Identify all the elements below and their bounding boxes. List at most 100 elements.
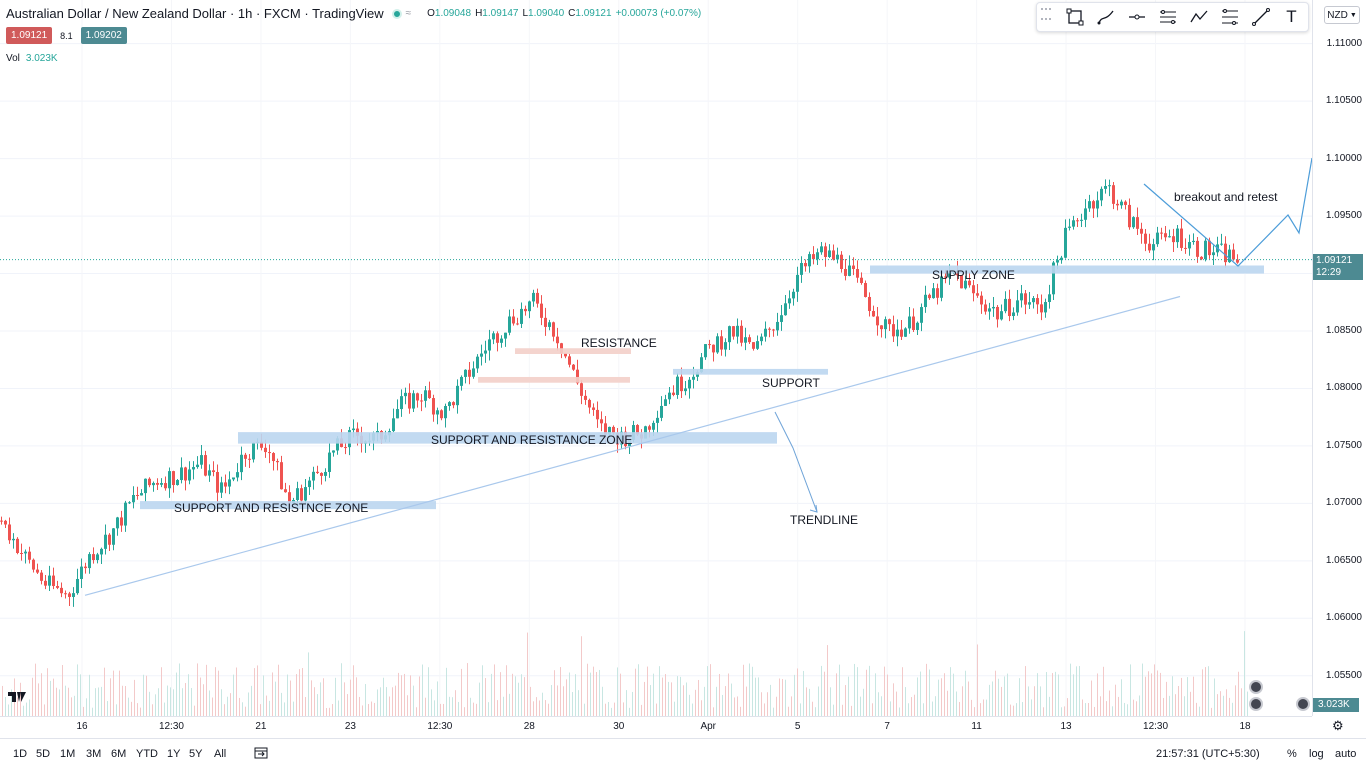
volume-bar (155, 694, 156, 716)
time-axis[interactable]: 16 12:30 21 23 12:30 28 30 Apr 5 7 11 13 12:30 18 (0, 716, 1312, 738)
annotation-resistance[interactable]: RESISTANCE (581, 336, 657, 350)
buy-button[interactable]: 1.09202 (80, 27, 127, 44)
range-button-ytd[interactable]: YTD (136, 748, 158, 760)
theme-toggle-icon-2[interactable] (1249, 697, 1263, 711)
volume-bar (1067, 698, 1068, 716)
trend-line-icon[interactable] (1245, 3, 1276, 31)
range-button-1m[interactable]: 1M (60, 748, 76, 760)
volume-bar (80, 674, 81, 716)
volume-bar (1073, 674, 1074, 716)
candle (1132, 217, 1135, 228)
text-icon[interactable]: T (1286, 7, 1297, 26)
volume-bar (848, 676, 849, 716)
clock[interactable]: 21:57:31 (UTC+5:30) (1156, 748, 1260, 760)
range-button-6m[interactable]: 6M (111, 748, 127, 760)
horizontal-line-icon[interactable] (1121, 3, 1152, 31)
candle (1168, 236, 1171, 238)
volume-bar (482, 665, 483, 716)
volume-bar (995, 670, 996, 716)
chart-canvas[interactable] (0, 0, 1312, 716)
candle (352, 428, 355, 431)
volume-bar (455, 690, 456, 716)
volume-bar (305, 697, 306, 716)
candle (776, 321, 779, 331)
brush-icon[interactable] (1090, 3, 1121, 31)
volume-bar (524, 677, 525, 716)
price-axis[interactable]: 1.110001.105001.100001.095001.090001.085… (1312, 0, 1366, 716)
candle (180, 467, 183, 481)
volume-bar (677, 676, 678, 716)
theme-toggle-icon[interactable] (1249, 680, 1263, 694)
candle (592, 407, 595, 410)
volume-bar (248, 692, 249, 716)
annotation-breakout[interactable]: breakout and retest (1174, 190, 1278, 204)
rectangle-icon[interactable] (1059, 3, 1090, 31)
chart-area[interactable]: Australian Dollar / New Zealand Dollar ·… (0, 0, 1312, 716)
annotation-sr-zone-low[interactable]: SUPPORT AND RESISTNCE ZONE (174, 501, 369, 515)
volume-legend[interactable]: Vol 3.023K (6, 53, 58, 64)
fib-retracement-icon[interactable] (1214, 3, 1245, 31)
range-button-all[interactable]: All (214, 748, 227, 760)
percent-toggle[interactable]: % (1287, 748, 1297, 760)
volume-bar (362, 705, 363, 716)
volume-bar (416, 707, 417, 716)
candle (700, 357, 703, 373)
currency-selector[interactable]: NZD ▼ (1324, 6, 1360, 24)
candle (420, 400, 423, 402)
volume-bar (206, 664, 207, 716)
volume-bar (659, 666, 660, 716)
candle (500, 338, 503, 343)
range-button-3m[interactable]: 3M (86, 748, 102, 760)
volume-bar (53, 678, 54, 716)
toolbar-grip-icon[interactable] (1041, 8, 1051, 26)
volume-bar (1007, 673, 1008, 716)
candle (1008, 298, 1011, 317)
parallel-channel-icon[interactable] (1152, 3, 1183, 31)
candle (584, 395, 587, 400)
volume-bar (836, 673, 837, 716)
candle (168, 471, 171, 489)
annotation-supply-zone[interactable]: SUPPLY ZONE (932, 268, 1015, 282)
sell-button[interactable]: 1.09121 (6, 27, 53, 44)
candle (448, 402, 451, 407)
path-icon[interactable] (1183, 3, 1214, 31)
time-tick-label: Apr (700, 721, 716, 732)
calendar-icon[interactable] (254, 746, 268, 763)
volume-bar (197, 663, 198, 716)
volume-bar (926, 663, 927, 716)
range-button-5y[interactable]: 5Y (189, 748, 203, 760)
tradingview-logo[interactable] (8, 690, 30, 704)
candle (1160, 232, 1163, 234)
settings-gear-icon[interactable]: ⚙ (1332, 718, 1344, 733)
range-button-5d[interactable]: 5D (36, 748, 51, 760)
volume-bar (1217, 694, 1218, 716)
candle (120, 517, 123, 526)
candle (200, 455, 203, 465)
auto-toggle[interactable]: auto (1335, 748, 1357, 760)
annotation-support[interactable]: SUPPORT (762, 376, 820, 390)
candle (472, 368, 475, 377)
range-button-1y[interactable]: 1Y (167, 748, 181, 760)
candle (460, 376, 463, 386)
volume-bar (293, 701, 294, 716)
range-button-1d[interactable]: 1D (13, 748, 28, 760)
volume-bar (680, 676, 681, 716)
annotation-trendline[interactable]: TRENDLINE (790, 513, 859, 527)
volume-bar (602, 686, 603, 716)
volume-bar (587, 663, 588, 716)
volume-bar (122, 685, 123, 716)
volume-settings-icon[interactable] (1296, 697, 1310, 711)
symbol-title[interactable]: Australian Dollar / New Zealand Dollar ·… (6, 6, 384, 21)
candle (400, 396, 403, 410)
volume-bar (221, 689, 222, 716)
volume-bar (1055, 671, 1056, 716)
volume-bar (731, 683, 732, 716)
candle (1200, 256, 1203, 260)
candle (900, 329, 903, 337)
volume-bar (332, 704, 333, 716)
volume-bar (200, 677, 201, 716)
annotation-sr-zone[interactable]: SUPPORT AND RESISTANCE ZONE (431, 433, 633, 447)
log-toggle[interactable]: log (1309, 748, 1324, 760)
volume-bar (653, 673, 654, 716)
volume-bar (746, 686, 747, 716)
